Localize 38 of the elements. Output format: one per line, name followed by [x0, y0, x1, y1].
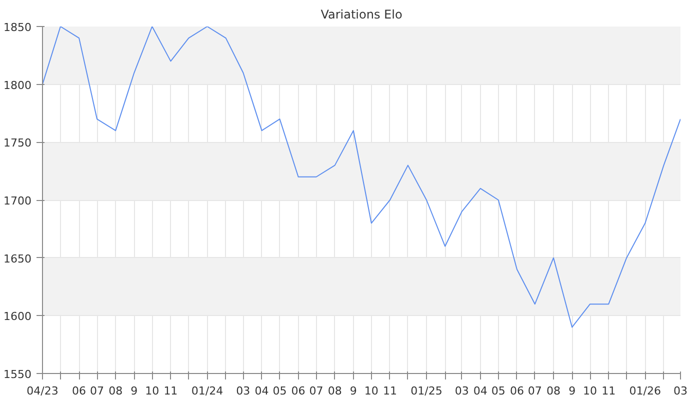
x-tick-label: 10: [145, 384, 160, 398]
x-tick-label: 01/24: [191, 384, 224, 398]
x-tick-label: 05: [491, 384, 506, 398]
x-tick-label: 06: [510, 384, 524, 398]
x-tick-label: 06: [291, 384, 306, 398]
x-tick-label: 11: [164, 384, 178, 398]
x-tick-label: 08: [108, 384, 123, 398]
x-tick-label: 03: [236, 384, 250, 398]
x-tick-label: 9: [350, 384, 357, 398]
x-tick-label: 06: [72, 384, 86, 398]
x-tick-label: 11: [602, 384, 616, 398]
x-tick-label: 10: [364, 384, 378, 398]
y-tick-label: 1600: [4, 310, 32, 324]
x-tick-label: 05: [272, 384, 287, 398]
x-tick-label: 01/25: [410, 384, 442, 398]
chart-title: Variations Elo: [320, 8, 402, 22]
x-tick-label: 9: [568, 384, 576, 398]
x-tick-label: 9: [130, 384, 138, 398]
line-series: [42, 26, 680, 328]
x-tick-label: 07: [528, 384, 542, 398]
x-tick-label: 08: [546, 384, 560, 398]
y-tick-label: 1550: [4, 368, 32, 381]
x-tick-label: 10: [583, 384, 598, 398]
x-tick-label: 04: [254, 384, 269, 398]
x-tick-label: 04/23: [26, 384, 58, 398]
y-tick-label: 1850: [4, 21, 32, 34]
y-tick-label: 1800: [4, 78, 32, 92]
y-tick-label: 1650: [4, 252, 32, 266]
x-tick-label: 07: [90, 384, 104, 398]
y-tick-label: 1750: [4, 136, 32, 150]
x-tick-label: 03: [674, 384, 688, 398]
x-tick-label: 11: [382, 384, 397, 398]
x-tick-label: 04: [473, 384, 488, 398]
x-tick-label: 07: [309, 384, 324, 398]
x-tick-label: 01/26: [629, 384, 662, 398]
y-tick-label: 1700: [4, 194, 32, 208]
x-tick-label: 03: [454, 384, 469, 398]
x-tick-label: 08: [328, 384, 342, 398]
